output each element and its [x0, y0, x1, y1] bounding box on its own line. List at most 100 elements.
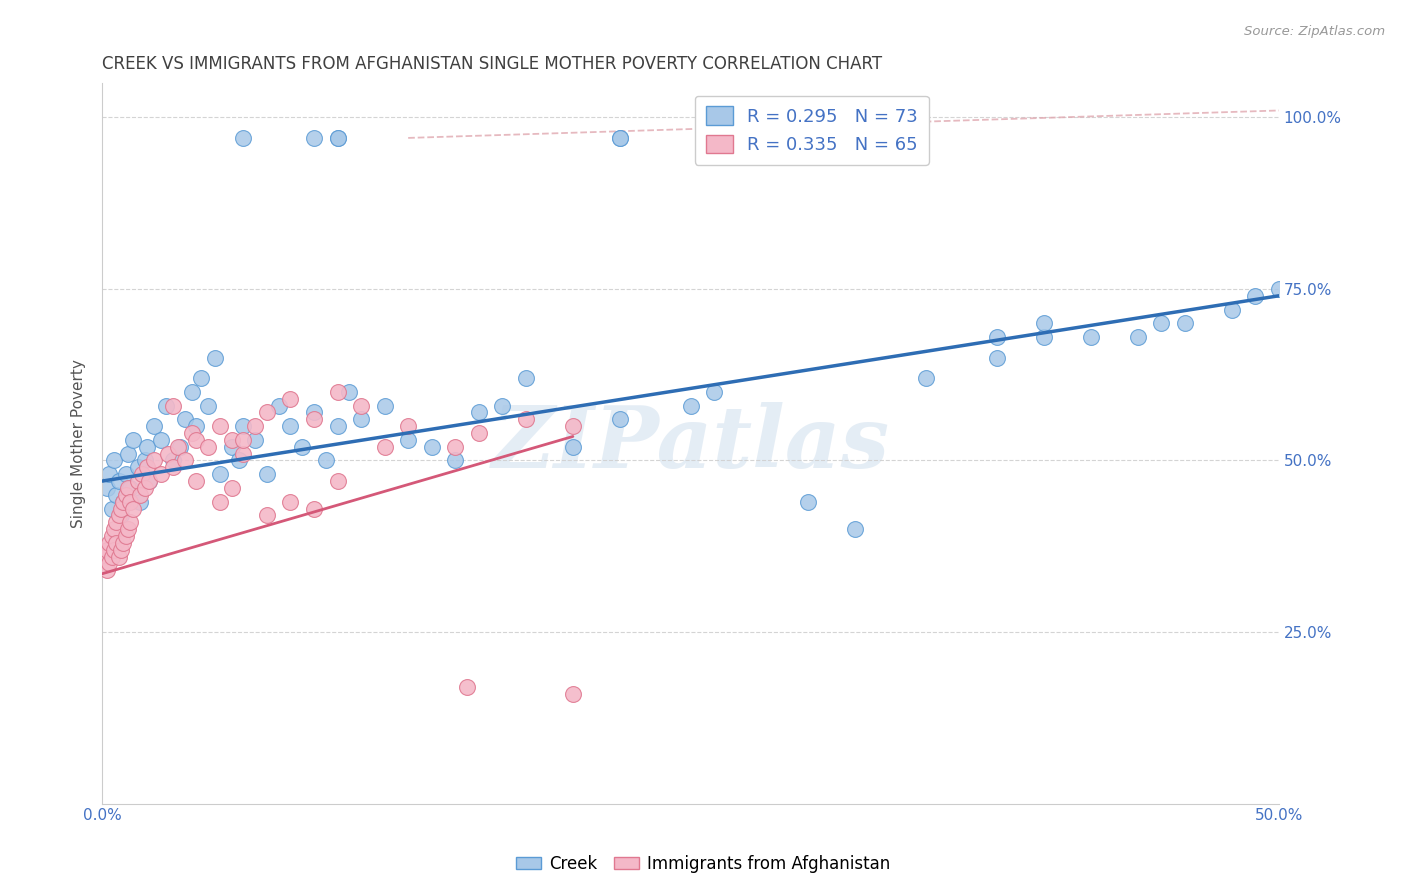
Point [208, 494, 231, 508]
Point [114, 488, 136, 502]
Point [105, 536, 128, 550]
Point [468, 425, 491, 440]
Point [797, 494, 820, 508]
Point [302, 131, 325, 145]
Point [232, 131, 254, 145]
Point [350, 399, 373, 413]
Point [157, 447, 180, 461]
Point [515, 412, 537, 426]
Point [162, 460, 184, 475]
Point [127, 460, 149, 475]
Point [190, 371, 212, 385]
Point [915, 371, 938, 385]
Legend: Creek, Immigrants from Afghanistan: Creek, Immigrants from Afghanistan [509, 848, 897, 880]
Point [291, 440, 314, 454]
Point [326, 474, 349, 488]
Point [609, 131, 631, 145]
Point [107, 508, 129, 523]
Point [121, 501, 143, 516]
Point [96, 481, 118, 495]
Point [150, 467, 173, 482]
Point [228, 453, 250, 467]
Legend: R = 0.295   N = 73, R = 0.335   N = 65: R = 0.295 N = 73, R = 0.335 N = 65 [695, 95, 928, 165]
Point [1220, 302, 1243, 317]
Point [561, 419, 583, 434]
Point [169, 440, 191, 454]
Point [208, 419, 231, 434]
Point [986, 351, 1008, 365]
Point [98, 467, 121, 482]
Point [138, 474, 160, 488]
Point [162, 399, 184, 413]
Point [302, 501, 325, 516]
Point [1126, 330, 1149, 344]
Point [444, 440, 467, 454]
Point [103, 542, 125, 557]
Point [173, 412, 195, 426]
Point [98, 557, 121, 571]
Point [110, 508, 132, 523]
Text: Source: ZipAtlas.com: Source: ZipAtlas.com [1244, 25, 1385, 38]
Point [326, 131, 349, 145]
Point [515, 371, 537, 385]
Point [1032, 330, 1054, 344]
Point [1174, 316, 1197, 330]
Point [96, 542, 118, 557]
Point [1268, 282, 1291, 296]
Point [105, 515, 128, 529]
Point [232, 419, 254, 434]
Point [180, 384, 202, 399]
Point [186, 433, 208, 447]
Point [197, 399, 219, 413]
Point [703, 384, 725, 399]
Point [267, 399, 290, 413]
Point [112, 494, 135, 508]
Point [302, 412, 325, 426]
Point [100, 549, 122, 564]
Point [136, 460, 159, 475]
Point [1032, 316, 1054, 330]
Point [243, 433, 266, 447]
Point [114, 467, 136, 482]
Point [420, 440, 443, 454]
Point [100, 501, 122, 516]
Point [326, 131, 349, 145]
Point [208, 467, 231, 482]
Point [350, 412, 373, 426]
Point [374, 399, 396, 413]
Point [134, 453, 156, 467]
Point [127, 474, 149, 488]
Point [256, 405, 278, 419]
Point [143, 419, 166, 434]
Point [396, 419, 419, 434]
Point [110, 501, 132, 516]
Point [986, 330, 1008, 344]
Point [98, 536, 121, 550]
Point [256, 467, 278, 482]
Point [1150, 316, 1173, 330]
Point [128, 494, 150, 508]
Point [121, 433, 143, 447]
Point [100, 529, 122, 543]
Point [134, 481, 156, 495]
Y-axis label: Single Mother Poverty: Single Mother Poverty [72, 359, 86, 528]
Point [326, 419, 349, 434]
Point [105, 488, 128, 502]
Point [280, 494, 302, 508]
Point [155, 399, 177, 413]
Point [561, 687, 583, 701]
Point [114, 529, 136, 543]
Text: ZIPatlas: ZIPatlas [492, 401, 890, 485]
Point [136, 440, 159, 454]
Point [396, 433, 419, 447]
Point [117, 522, 139, 536]
Point [186, 474, 208, 488]
Point [120, 515, 142, 529]
Point [107, 549, 129, 564]
Point [112, 494, 135, 508]
Point [221, 481, 243, 495]
Point [186, 419, 208, 434]
Point [221, 440, 243, 454]
Point [120, 494, 142, 508]
Point [138, 474, 160, 488]
